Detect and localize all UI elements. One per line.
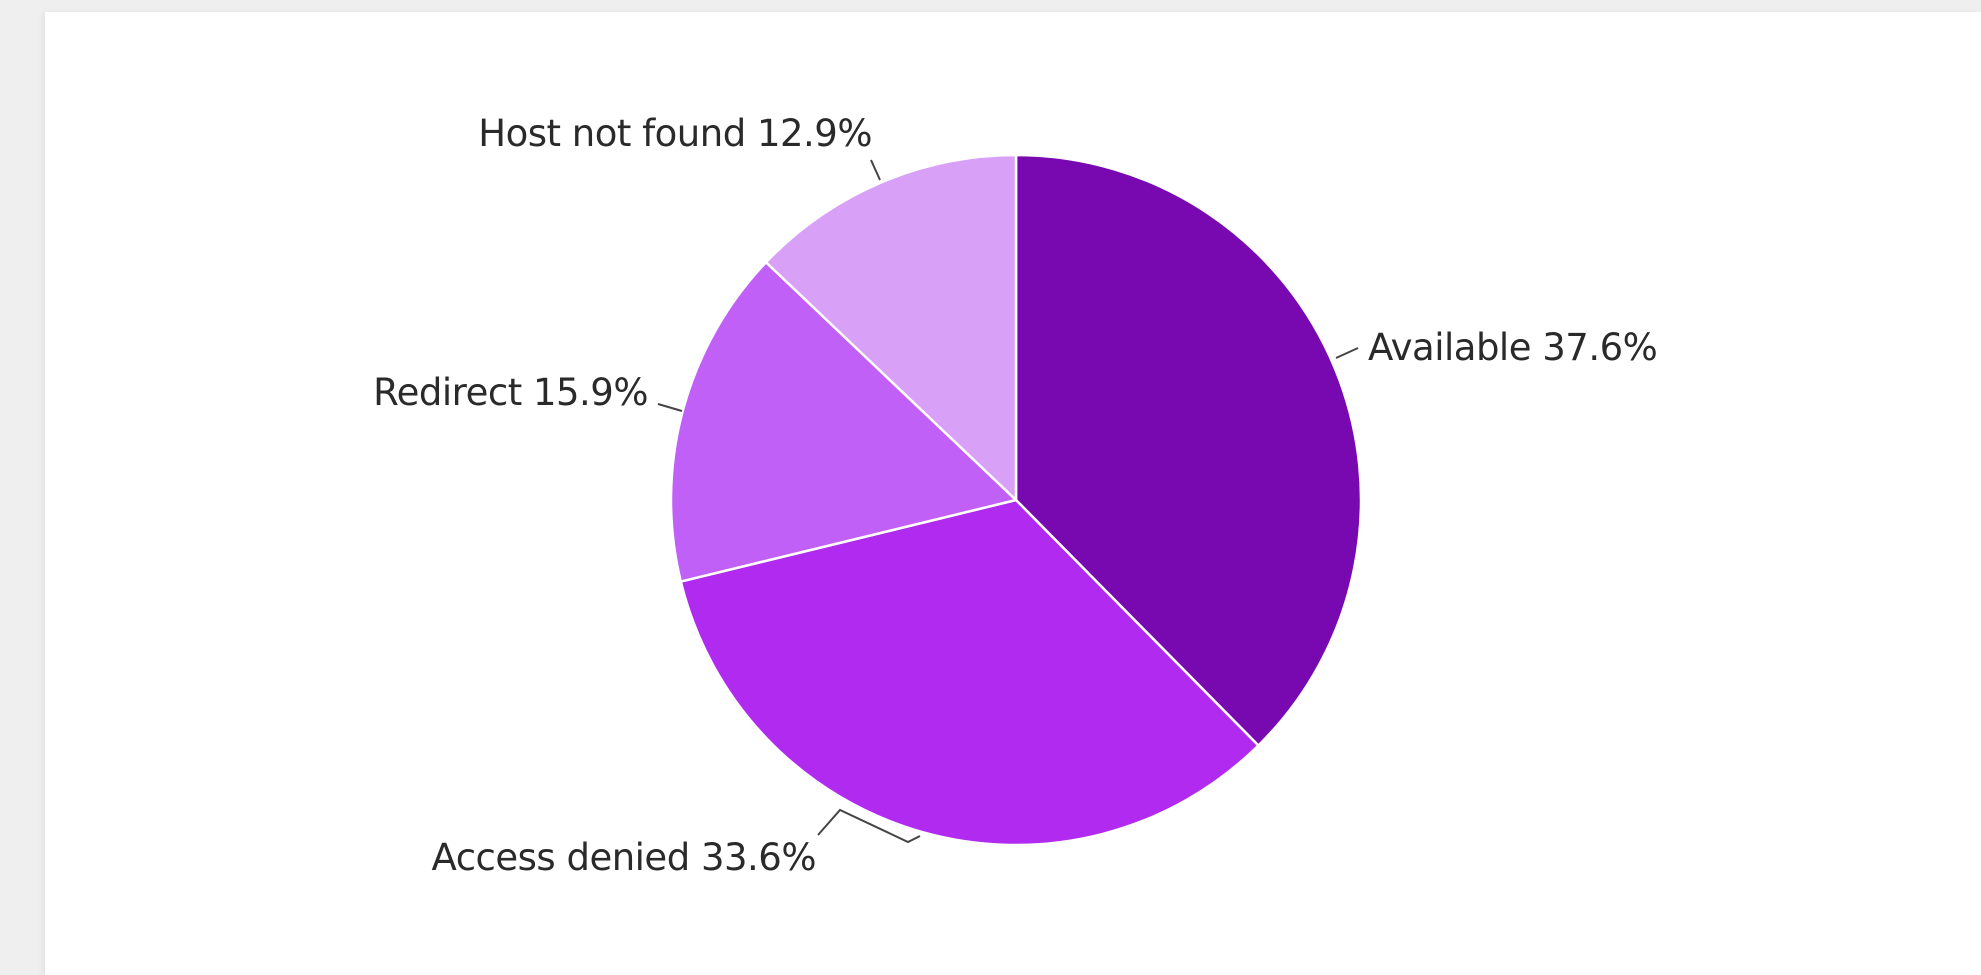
slices-layer xyxy=(669,153,1363,847)
leader-lines-layer xyxy=(657,159,1359,844)
slice-label-redirect: Redirect 15.9% xyxy=(373,371,648,414)
slice-label-access-denied: Access denied 33.6% xyxy=(432,836,816,879)
slice-label-available: Available 37.6% xyxy=(1368,326,1657,369)
leader-line-access-denied xyxy=(817,808,921,844)
leader-line-redirect xyxy=(657,403,683,412)
pie-slice-available[interactable] xyxy=(1014,153,1363,747)
pie-slice-host-not-found[interactable] xyxy=(764,153,1018,502)
slice-label-host-not-found: Host not found 12.9% xyxy=(478,112,872,155)
labels-layer: Available 37.6% Access denied 33.6% Redire… xyxy=(373,112,1658,879)
pie-slice-redirect[interactable] xyxy=(669,261,1018,583)
pie-slice-access-denied[interactable] xyxy=(679,498,1260,847)
leader-line-host-not-found xyxy=(870,159,881,181)
leader-line-available xyxy=(1335,347,1359,359)
